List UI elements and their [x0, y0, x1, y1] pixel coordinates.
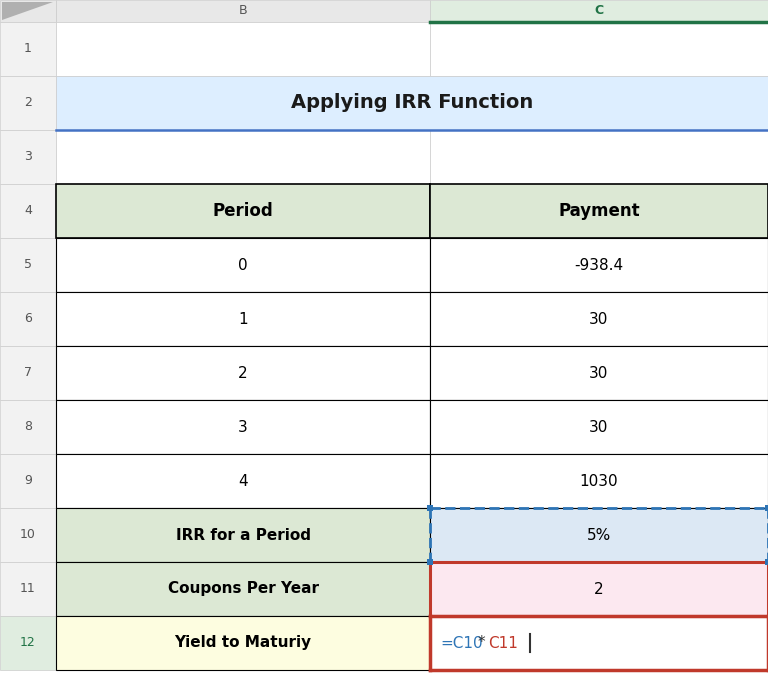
Bar	[430, 508, 768, 562]
Text: 2: 2	[594, 581, 604, 596]
Text: Coupons Per Year: Coupons Per Year	[167, 581, 319, 596]
Text: 5%: 5%	[587, 528, 611, 543]
Bar	[0, 0, 56, 22]
Text: 8: 8	[24, 420, 32, 434]
Text: C11: C11	[488, 636, 518, 651]
Text: 2: 2	[24, 97, 32, 109]
Bar	[56, 292, 430, 346]
Text: 7: 7	[24, 367, 32, 379]
Bar	[0, 562, 56, 616]
Bar	[430, 22, 768, 76]
Text: Period: Period	[213, 202, 273, 220]
Text: 5: 5	[24, 258, 32, 271]
Bar	[56, 238, 430, 292]
Text: 4: 4	[238, 473, 248, 488]
Bar	[427, 559, 433, 565]
Bar	[56, 346, 430, 400]
Text: Applying IRR Function: Applying IRR Function	[291, 94, 533, 112]
Text: 30: 30	[589, 366, 609, 381]
Bar	[56, 508, 430, 562]
Bar	[430, 562, 768, 616]
Bar	[0, 292, 56, 346]
Text: 3: 3	[238, 420, 248, 435]
Text: 30: 30	[589, 311, 609, 326]
Text: 2: 2	[238, 366, 248, 381]
Bar	[0, 184, 56, 238]
Text: 1: 1	[24, 42, 32, 56]
Bar	[430, 238, 768, 292]
Text: 9: 9	[24, 475, 32, 488]
Bar	[56, 22, 430, 76]
Text: =C10: =C10	[440, 636, 482, 651]
Text: 0: 0	[238, 258, 248, 273]
Bar	[430, 616, 768, 670]
Text: 30: 30	[589, 420, 609, 435]
Bar	[56, 130, 430, 184]
Bar	[0, 22, 56, 76]
Polygon shape	[2, 2, 53, 20]
Bar	[56, 400, 430, 454]
Bar	[430, 454, 768, 508]
Bar	[0, 616, 56, 670]
Text: *: *	[478, 636, 485, 651]
Text: 1: 1	[238, 311, 248, 326]
Text: -938.4: -938.4	[574, 258, 624, 273]
Text: 1030: 1030	[580, 473, 618, 488]
Text: C: C	[594, 5, 604, 18]
Text: Payment: Payment	[558, 202, 640, 220]
Text: 11: 11	[20, 583, 36, 596]
Bar	[56, 616, 430, 670]
Bar	[0, 238, 56, 292]
Bar	[56, 184, 430, 238]
Text: 6: 6	[24, 313, 32, 326]
Text: 10: 10	[20, 528, 36, 541]
Bar	[0, 400, 56, 454]
Bar	[765, 505, 768, 511]
Bar	[430, 346, 768, 400]
Bar	[430, 0, 768, 22]
Bar	[430, 130, 768, 184]
Bar	[0, 346, 56, 400]
Bar	[0, 130, 56, 184]
Bar	[0, 508, 56, 562]
Text: 3: 3	[24, 150, 32, 163]
Bar	[430, 400, 768, 454]
Text: 4: 4	[24, 205, 32, 218]
Bar	[56, 76, 768, 130]
Text: 12: 12	[20, 636, 36, 649]
Bar	[56, 0, 430, 22]
Bar	[430, 184, 768, 238]
Bar	[0, 76, 56, 130]
Bar	[430, 292, 768, 346]
Text: B: B	[239, 5, 247, 18]
Bar	[765, 559, 768, 565]
Bar	[0, 454, 56, 508]
Bar	[56, 562, 430, 616]
Text: Yield to Maturiy: Yield to Maturiy	[174, 636, 312, 651]
Bar	[56, 454, 430, 508]
Text: IRR for a Period: IRR for a Period	[176, 528, 310, 543]
Bar	[427, 505, 433, 511]
